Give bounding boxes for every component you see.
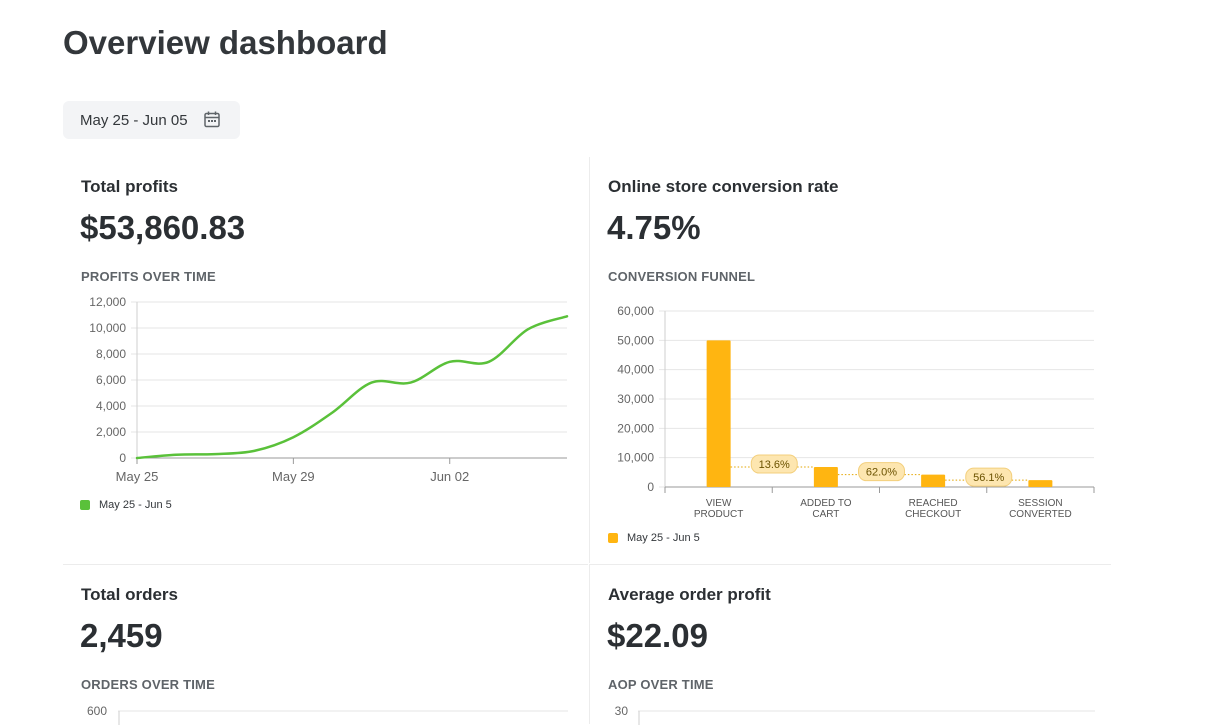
profits-line-chart: 0 2,000 4,000 6,000 8,000 10,000 12,000 May 25 M… bbox=[89, 295, 569, 484]
y-tick-label: 10,000 bbox=[89, 321, 126, 335]
chart-legend: May 25 - Jun 5 bbox=[80, 499, 172, 511]
page-title: Overview dashboard bbox=[63, 24, 388, 61]
series-line bbox=[135, 315, 569, 460]
step-rate-badge bbox=[750, 454, 798, 474]
orders-chart: 600 bbox=[87, 704, 568, 725]
card-value: 4.75% bbox=[607, 209, 701, 246]
total-profits-card: Total profits $53,860.83 PROFITS OVER TI… bbox=[63, 157, 588, 563]
step-rate-label: 13.6% bbox=[759, 459, 790, 471]
x-tick-label: CONVERTED bbox=[1009, 509, 1072, 520]
aop-chart: 30 bbox=[615, 704, 1095, 725]
x-tick-label: CART bbox=[812, 509, 839, 520]
step-rate-badge bbox=[965, 467, 1013, 487]
card-subtitle: PROFITS OVER TIME bbox=[81, 269, 216, 284]
card-subtitle: ORDERS OVER TIME bbox=[81, 677, 215, 692]
date-range-label: May 25 - Jun 05 bbox=[80, 111, 188, 129]
funnel-bar bbox=[813, 467, 838, 487]
card-title: Total profits bbox=[81, 177, 178, 196]
x-tick-label: SESSION bbox=[1018, 498, 1062, 509]
y-tick-label: 60,000 bbox=[617, 304, 654, 318]
x-tick-label: VIEW bbox=[706, 498, 732, 509]
x-tick-label: CHECKOUT bbox=[905, 509, 961, 520]
y-tick-label: 10,000 bbox=[617, 451, 654, 465]
y-tick-label: 30,000 bbox=[617, 392, 654, 406]
y-tick-label: 4,000 bbox=[96, 399, 126, 413]
funnel-bar bbox=[1028, 480, 1053, 487]
y-tick-label: 8,000 bbox=[96, 347, 126, 361]
card-title: Average order profit bbox=[608, 585, 771, 604]
y-tick-label: 2,000 bbox=[96, 425, 126, 439]
y-tick-label: 600 bbox=[87, 704, 107, 718]
card-subtitle: CONVERSION FUNNEL bbox=[608, 269, 756, 284]
y-tick-label: 0 bbox=[647, 480, 654, 494]
total-orders-card: Total orders 2,459 ORDERS OVER TIME 600 bbox=[63, 564, 588, 725]
y-tick-label: 50,000 bbox=[617, 333, 654, 347]
y-tick-label: 20,000 bbox=[617, 421, 654, 435]
card-value: 2,459 bbox=[80, 617, 163, 654]
legend-label: May 25 - Jun 5 bbox=[627, 532, 700, 544]
card-subtitle: AOP OVER TIME bbox=[608, 677, 714, 692]
x-tick-label: Jun 02 bbox=[430, 469, 469, 484]
legend-swatch bbox=[608, 533, 618, 543]
funnel-bar bbox=[706, 340, 731, 487]
card-value: $22.09 bbox=[607, 617, 708, 654]
calendar-icon bbox=[204, 111, 220, 132]
conversion-funnel-chart: 0 10,000 20,000 30,000 40,000 50,000 60,000 VIE… bbox=[617, 304, 1095, 520]
step-rate-badge bbox=[858, 462, 905, 482]
y-tick-label: 6,000 bbox=[96, 373, 126, 387]
card-value: $53,860.83 bbox=[80, 209, 246, 246]
legend-swatch bbox=[80, 500, 90, 510]
y-tick-label: 12,000 bbox=[89, 295, 126, 309]
step-rate-label: 62.0% bbox=[866, 467, 897, 479]
aop-card: Average order profit $22.09 AOP OVER TIM… bbox=[589, 564, 1111, 725]
x-tick-label: ADDED TO bbox=[800, 498, 852, 509]
x-tick-label: REACHED bbox=[909, 498, 958, 509]
y-tick-label: 30 bbox=[615, 704, 629, 718]
chart-legend: May 25 - Jun 5 bbox=[608, 532, 700, 544]
conversion-card: Online store conversion rate 4.75% CONVE… bbox=[589, 157, 1111, 563]
y-tick-label: 0 bbox=[119, 451, 126, 465]
x-tick-label: May 25 bbox=[116, 469, 159, 484]
y-tick-label: 40,000 bbox=[617, 363, 654, 377]
card-title: Total orders bbox=[81, 585, 178, 604]
funnel-bar bbox=[921, 474, 946, 487]
step-rate-label: 56.1% bbox=[973, 472, 1004, 484]
x-tick-label: PRODUCT bbox=[694, 509, 743, 520]
date-range-button[interactable]: May 25 - Jun 05 bbox=[63, 101, 240, 139]
card-title: Online store conversion rate bbox=[608, 177, 839, 196]
legend-label: May 25 - Jun 5 bbox=[99, 499, 172, 511]
x-tick-label: May 29 bbox=[272, 469, 315, 484]
